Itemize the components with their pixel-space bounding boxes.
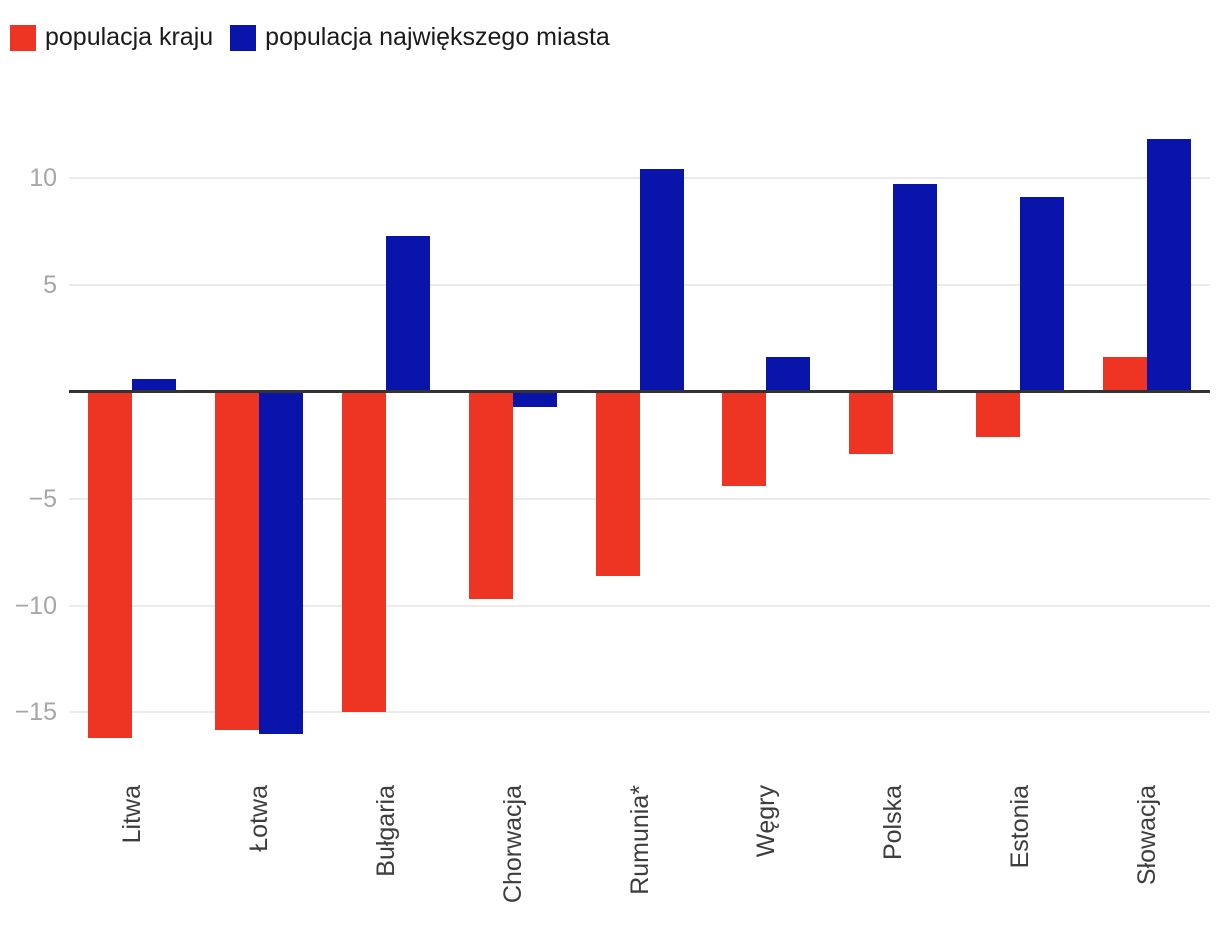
plot-area: 10 5 −5 −10 −15 Litwa Łotwa Bułgaria Chorwacja Ru…	[15, 118, 1210, 903]
legend-label-country: populacja kraju	[45, 23, 214, 51]
legend-item-populacja-kraju[interactable]: populacja kraju	[10, 23, 213, 52]
bar-city-słowacja[interactable]	[1146, 139, 1191, 392]
legend-item-populacja-miasta[interactable]: populacja największego miasta	[230, 23, 610, 52]
y-tick-label--5: −5	[28, 484, 57, 513]
gridline--10	[69, 604, 1210, 607]
bar-country-litwa[interactable]	[88, 391, 133, 739]
bar-city-bułgaria[interactable]	[385, 235, 430, 392]
gridline--5	[69, 497, 1210, 500]
bar-city-litwa[interactable]	[132, 378, 177, 392]
x-label-polska: Polska	[879, 785, 908, 861]
gridline--15	[69, 711, 1210, 714]
y-tick-label--15: −15	[14, 698, 57, 727]
bar-country-bułgaria[interactable]	[341, 391, 386, 713]
bar-city-łotwa[interactable]	[259, 391, 304, 734]
bar-city-węgry[interactable]	[766, 357, 811, 392]
bar-country-łotwa[interactable]	[215, 391, 260, 730]
bar-city-estonia[interactable]	[1019, 197, 1064, 392]
bar-city-rumunia[interactable]	[639, 169, 684, 392]
bar-country-estonia[interactable]	[975, 391, 1020, 437]
bar-city-polska[interactable]	[893, 184, 938, 392]
bar-country-słowacja[interactable]	[1102, 357, 1147, 392]
x-label-łotwa: Łotwa	[245, 785, 274, 852]
x-label-bułgaria: Bułgaria	[371, 785, 400, 877]
x-label-rumunia: Rumunia*	[625, 785, 654, 895]
y-tick-label-10: 10	[29, 163, 57, 192]
x-axis-zero-line	[69, 389, 1210, 393]
y-tick-label--10: −10	[14, 591, 57, 620]
x-label-węgry: Węgry	[752, 785, 781, 858]
bar-country-chorwacja[interactable]	[468, 391, 513, 600]
y-tick-label-5: 5	[43, 270, 57, 299]
legend-swatch-country-icon	[10, 24, 36, 51]
legend-swatch-city-icon	[230, 24, 257, 51]
legend-label-city: populacja największego miasta	[265, 23, 610, 51]
bar-city-chorwacja[interactable]	[512, 391, 557, 407]
x-label-estonia: Estonia	[1005, 785, 1034, 869]
bar-country-węgry[interactable]	[722, 391, 767, 486]
legend: populacja kraju populacja największego m…	[10, 23, 610, 52]
x-label-chorwacja: Chorwacja	[498, 785, 527, 904]
bar-country-polska[interactable]	[849, 391, 894, 454]
bar-country-rumunia[interactable]	[595, 391, 640, 576]
x-label-litwa: Litwa	[118, 785, 147, 844]
x-label-słowacja: Słowacja	[1132, 785, 1161, 886]
